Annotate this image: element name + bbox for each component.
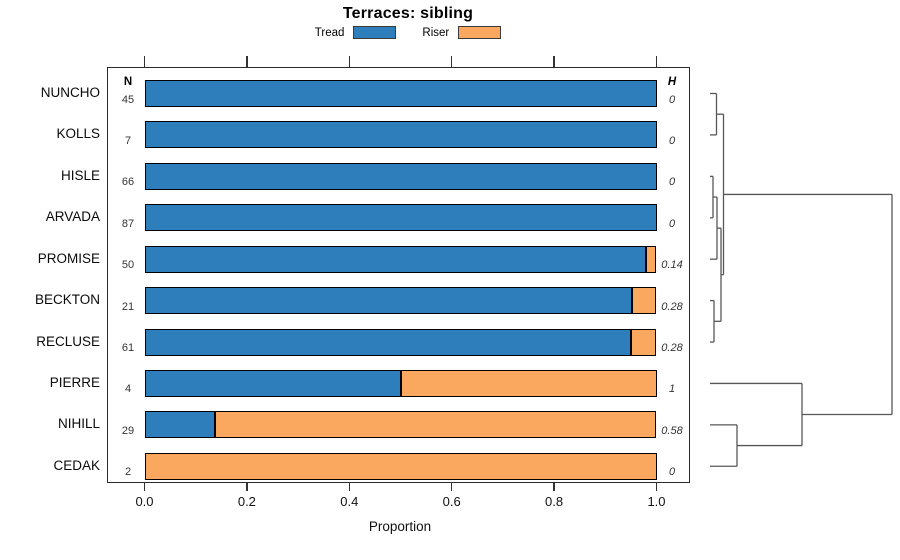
tread-segment [144, 121, 657, 149]
n-value: 61 [121, 342, 135, 355]
x-tick-label: 0.8 [545, 494, 564, 509]
plot-panel [107, 67, 690, 483]
h-value: 0.14 [661, 259, 683, 272]
legend-label-riser: Riser [422, 26, 450, 39]
tread-segment [144, 162, 657, 190]
x-tick-bottom [143, 483, 146, 491]
x-tick-top [655, 56, 658, 67]
n-value: 21 [121, 300, 135, 313]
bar-row [144, 411, 657, 439]
bar-row [144, 121, 657, 149]
n-value: 2 [124, 466, 132, 479]
h-value: 0 [668, 217, 676, 230]
category-label: ARVADA [45, 209, 100, 225]
chart-title: Terraces: sibling [342, 5, 474, 22]
tread-segment [144, 411, 216, 439]
bar-row [144, 162, 657, 190]
bar-row [144, 369, 657, 397]
x-tick-bottom [655, 483, 658, 491]
x-tick-top [553, 56, 555, 67]
h-value: 0 [668, 93, 676, 106]
riser-segment [215, 411, 657, 439]
bar-row [144, 245, 657, 273]
h-value: 0.28 [661, 342, 683, 355]
x-tick-label: 0.4 [340, 494, 359, 509]
riser-segment [631, 287, 657, 315]
tread-segment [144, 328, 632, 356]
h-value: 0 [668, 466, 676, 479]
bar-row [144, 204, 657, 232]
category-label: PIERRE [49, 374, 100, 390]
x-tick-label: 1.0 [647, 494, 666, 509]
x-tick-top [246, 56, 248, 67]
riser-segment [144, 452, 657, 480]
h-value: 0.28 [661, 300, 683, 313]
bar-row [144, 452, 657, 480]
n-value: 4 [124, 383, 132, 396]
n-value: 7 [124, 134, 132, 147]
category-label: RECLUSE [36, 333, 100, 349]
n-value: 29 [121, 424, 135, 437]
category-label: KOLLS [56, 126, 100, 142]
h-value: 1 [668, 383, 676, 396]
n-value: 50 [121, 259, 135, 272]
bar-row [144, 287, 657, 315]
tread-segment [144, 287, 632, 315]
h-value: 0 [668, 176, 676, 189]
x-tick-bottom [451, 483, 453, 491]
riser-segment [646, 245, 657, 273]
legend-swatch-tread [353, 26, 397, 39]
tread-segment [144, 369, 401, 397]
x-tick-top [348, 56, 350, 67]
x-tick-top [451, 56, 453, 67]
tread-segment [144, 204, 657, 232]
bar-row [144, 328, 657, 356]
n-value: 45 [121, 93, 135, 106]
legend-item-tread: Tread [315, 26, 397, 39]
x-tick-bottom [553, 483, 555, 491]
category-label: PROMISE [37, 250, 100, 266]
x-tick-label: 0.6 [442, 494, 461, 509]
n-value: 66 [121, 176, 135, 189]
bar-row [144, 80, 657, 107]
x-tick-bottom [246, 483, 248, 491]
tread-segment [144, 80, 657, 107]
h-column-header: H [667, 75, 677, 88]
x-axis-title: Proportion [368, 519, 432, 534]
legend-swatch-riser [458, 26, 502, 39]
tread-segment [144, 245, 647, 273]
category-label: CEDAK [53, 457, 100, 473]
category-label: BECKTON [34, 292, 100, 308]
riser-segment [400, 369, 657, 397]
riser-segment [631, 328, 657, 356]
legend-item-riser: Riser [422, 26, 502, 39]
category-label: NIHILL [57, 416, 100, 432]
n-column-header: N [123, 75, 133, 88]
n-value: 87 [121, 217, 135, 230]
legend-label-tread: Tread [314, 26, 345, 39]
x-tick-top [143, 56, 146, 67]
legend: Tread Riser [110, 26, 706, 39]
category-label: HISLE [60, 167, 100, 183]
h-value: 0 [668, 134, 676, 147]
h-value: 0.58 [661, 424, 683, 437]
x-tick-bottom [348, 483, 350, 491]
x-tick-label: 0.0 [135, 494, 154, 509]
category-label: NUNCHO [40, 85, 100, 100]
x-tick-label: 0.2 [237, 494, 256, 509]
